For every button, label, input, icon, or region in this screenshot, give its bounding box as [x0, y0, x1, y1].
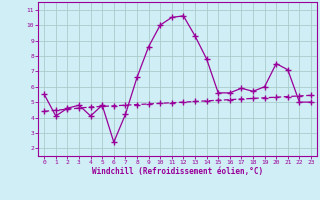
- X-axis label: Windchill (Refroidissement éolien,°C): Windchill (Refroidissement éolien,°C): [92, 167, 263, 176]
